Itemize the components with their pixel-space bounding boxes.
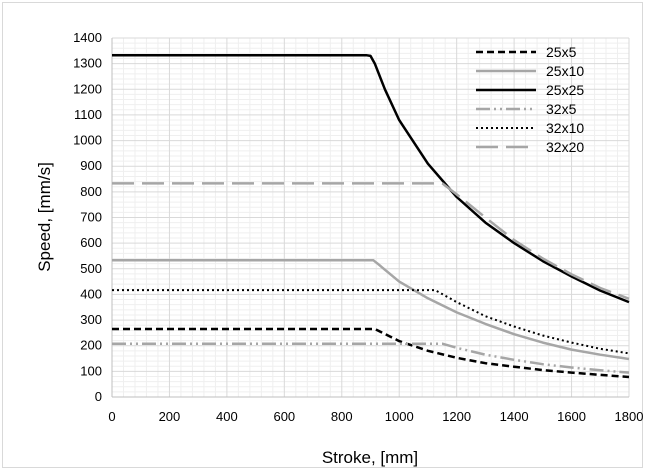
series-line-32x5	[112, 342, 630, 374]
x-tick-label: 1600	[557, 409, 586, 424]
x-tick-label: 200	[159, 409, 181, 424]
legend-label-25x25: 25x25	[546, 82, 584, 98]
x-tick-label: 600	[273, 409, 295, 424]
series-line-25x5	[112, 327, 630, 379]
x-tick-label: 1000	[385, 409, 414, 424]
legend-label-32x20: 32x20	[546, 139, 584, 155]
y-tick-label: 600	[80, 235, 102, 250]
legend-label-32x5: 32x5	[546, 101, 577, 117]
legend-label-25x10: 25x10	[546, 63, 584, 79]
y-tick-label: 400	[80, 286, 102, 301]
y-tick-label: 1100	[74, 107, 102, 122]
y-tick-label: 200	[80, 338, 102, 353]
legend-label-25x5: 25x5	[546, 44, 577, 60]
y-tick-label: 300	[80, 312, 102, 327]
plot-axes	[111, 38, 629, 398]
y-tick-label: 1300	[73, 56, 102, 71]
x-tick-label: 800	[331, 409, 353, 424]
y-tick-label: 900	[80, 158, 102, 173]
y-tick-label: 1200	[73, 81, 102, 96]
y-tick-label: 800	[80, 184, 102, 199]
legend: 25x5 25x10 25x25 32x5 32x10 32x20	[476, 44, 584, 155]
y-tick-label: 700	[80, 210, 102, 225]
y-tick-label: 0	[95, 389, 102, 404]
y-tick-label: 500	[80, 261, 102, 276]
y-tick-label: 1400	[73, 30, 102, 45]
x-tick-label: 1200	[442, 409, 471, 424]
x-tick-label: 1400	[500, 409, 529, 424]
x-tick-label: 1800	[615, 409, 644, 424]
y-tick-label: 100	[80, 363, 102, 378]
x-tick-label: 400	[216, 409, 238, 424]
x-tick-labels: 0 200 400 600 800 1000 1200 1400 1600 1800	[108, 409, 643, 424]
series-line-32x20	[112, 182, 630, 300]
series-line-25x25	[112, 53, 630, 304]
y-tick-label: 1000	[73, 133, 102, 148]
series-line-25x10	[112, 259, 630, 361]
series-layer	[112, 53, 630, 379]
y-tick-labels: 0 100 200 300 400 500 600 700 800 900 1000 1100 1200…	[73, 30, 102, 404]
x-axis-title: Stroke, [mm]	[322, 448, 418, 467]
legend-label-32x10: 32x10	[546, 120, 584, 136]
x-tick-label: 0	[108, 409, 115, 424]
y-axis-title: Speed, [mm/s]	[35, 162, 54, 272]
series-line-32x10	[112, 289, 630, 355]
